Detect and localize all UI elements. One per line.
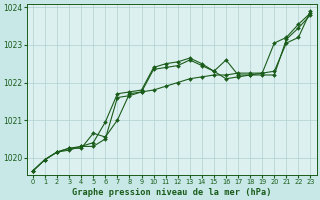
- X-axis label: Graphe pression niveau de la mer (hPa): Graphe pression niveau de la mer (hPa): [72, 188, 271, 197]
